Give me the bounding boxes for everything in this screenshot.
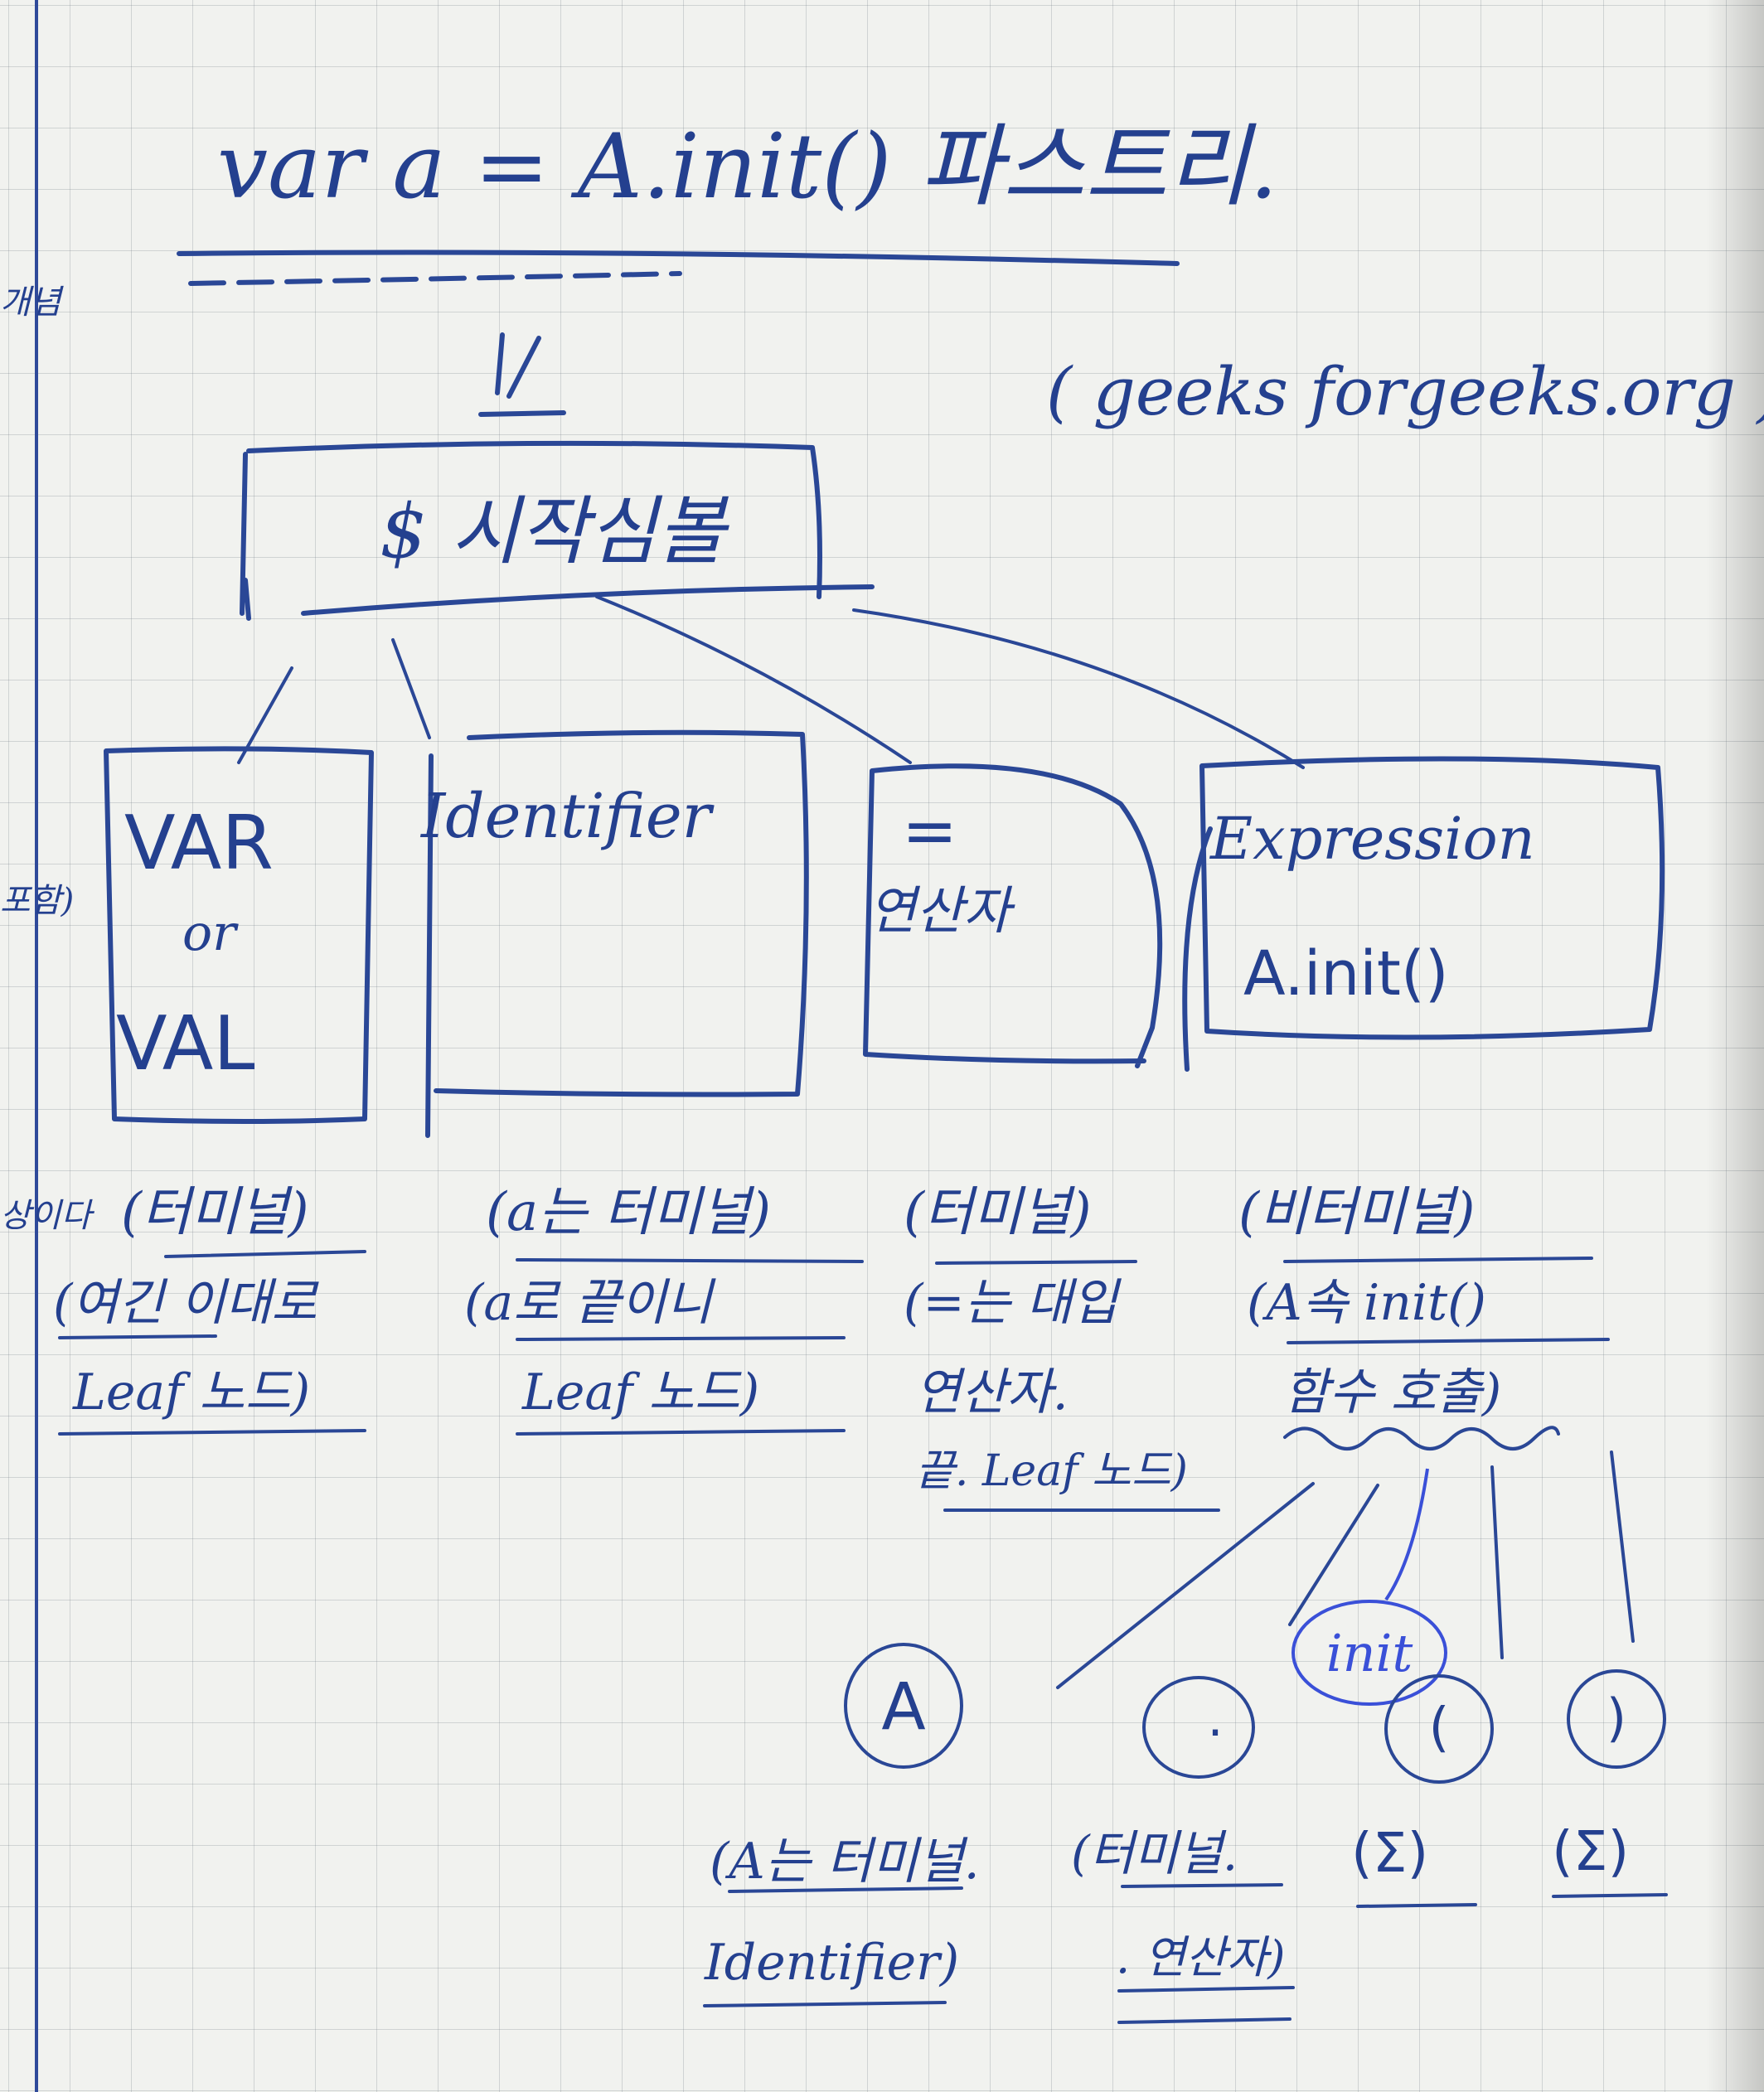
child-var-note-3: Leaf 노드) <box>72 1363 310 1421</box>
child-assign-note-4: 끝. Leaf 노드) <box>915 1446 1188 1496</box>
child-assign-line-2: 연산자 <box>869 880 1015 941</box>
child-identifier-note-2: (a로 끝이니 <box>464 1274 716 1332</box>
child-assign-line-1: = <box>902 792 957 869</box>
title-underline-2 <box>188 271 682 286</box>
leaf-lparen-symbol: ( <box>1429 1697 1450 1759</box>
page-title: var a = A.init() 파스트리. <box>217 115 1278 219</box>
leaf-lparen-note-1: (Σ) <box>1351 1821 1428 1885</box>
child-identifier-line-1: Identifier <box>419 781 715 852</box>
child-expression-line-2: A.init() <box>1243 938 1449 1010</box>
child-identifier-note-1: (a는 터미널) <box>486 1182 771 1243</box>
child-var-note-2: (여긴 이대로 <box>53 1274 319 1332</box>
child-var-line-3: VAL <box>116 1000 255 1087</box>
leaf-rparen-note-1: (Σ) <box>1552 1819 1629 1883</box>
leaf-lparen-note: (Σ) <box>1351 1821 1477 1908</box>
title-underline-1 <box>177 249 1180 266</box>
child-expression-note-3: 함수 호출) <box>1283 1363 1501 1421</box>
child-var-line-1: VAR <box>124 800 274 887</box>
child-identifier-note-3: Leaf 노드) <box>521 1363 759 1421</box>
child-var-line-2: or <box>182 904 239 962</box>
child-identifier-note: (a는 터미널) (a로 끝이니 Leaf 노드) <box>464 1182 864 1436</box>
edge-root-assign <box>595 595 912 764</box>
child-var-note: (터미널) (여긴 이대로 Leaf 노드) <box>53 1182 366 1436</box>
child-expression-note-2: (A속 init() <box>1247 1274 1486 1332</box>
edge-root-identifier <box>391 638 431 739</box>
child-node-identifier: Identifier <box>419 729 809 1138</box>
leaf-dot: . <box>1142 1676 1255 1779</box>
child-node-var: VAR or VAL <box>104 746 374 1124</box>
leaf-A-note: (A는 터미널. Identifier) <box>703 1833 980 2007</box>
leaf-dot-note-1: (터미널. <box>1071 1825 1238 1881</box>
margin-note-low: 상이다 <box>0 1197 95 1235</box>
leaf-dot-symbol: . <box>1207 1690 1223 1748</box>
edge-expr-rparen <box>1610 1450 1635 1643</box>
leaf-A-note-1: (A는 터미널. <box>710 1833 980 1891</box>
root-node: $ 시작심볼 <box>240 440 875 621</box>
child-expression-line-1: Expression <box>1209 805 1535 873</box>
leaf-init-symbol: init <box>1326 1623 1413 1683</box>
child-node-assign: = 연산자 <box>863 763 1163 1068</box>
root-label: $ 시작심볼 <box>380 488 729 575</box>
wavy-underline <box>1283 1426 1560 1450</box>
leaf-lparen: ( <box>1384 1674 1494 1784</box>
source-note: ( geeks forgeeks.org ) <box>1046 353 1764 430</box>
margin-note-top: 개념 <box>0 283 65 322</box>
leaf-A-symbol: A <box>881 1670 925 1745</box>
child-node-expression: Expression A.init() <box>1182 756 1665 1072</box>
leaf-dot-note-2: . 연산자) <box>1116 1931 1285 1983</box>
leaf-rparen: ) <box>1567 1669 1666 1769</box>
leaf-A: A <box>844 1643 963 1769</box>
edge-expr-dot <box>1288 1484 1379 1626</box>
page-edge-shadow <box>1706 0 1764 2092</box>
edge-root-expression <box>852 608 1305 769</box>
edge-expr-init <box>1384 1468 1429 1601</box>
child-assign-note: (터미널) (=는 대입 연산자. 끝. Leaf 노드) <box>904 1182 1220 1512</box>
child-expression-note-1: (비터미널) <box>1238 1182 1475 1243</box>
child-expression-note: (비터미널) (A속 init() 함수 호출) <box>1238 1182 1610 1450</box>
leaf-init: init <box>1292 1600 1447 1706</box>
down-arrow-icon <box>478 332 566 417</box>
margin-note-mid: 포함) <box>0 882 74 920</box>
child-assign-note-2: (=는 대입 <box>904 1274 1122 1332</box>
leaf-A-note-2: Identifier) <box>704 1934 959 1992</box>
edge-expr-lparen <box>1490 1465 1504 1659</box>
child-assign-note-3: 연산자. <box>915 1363 1069 1421</box>
leaf-dot-note: (터미널. . 연산자) <box>1071 1825 1295 2024</box>
leaf-rparen-symbol: ) <box>1606 1688 1626 1748</box>
edge-expr-A <box>1056 1482 1315 1689</box>
child-var-note-1: (터미널) <box>121 1182 309 1243</box>
child-assign-note-1: (터미널) <box>904 1182 1092 1243</box>
leaf-rparen-note: (Σ) <box>1552 1819 1668 1898</box>
